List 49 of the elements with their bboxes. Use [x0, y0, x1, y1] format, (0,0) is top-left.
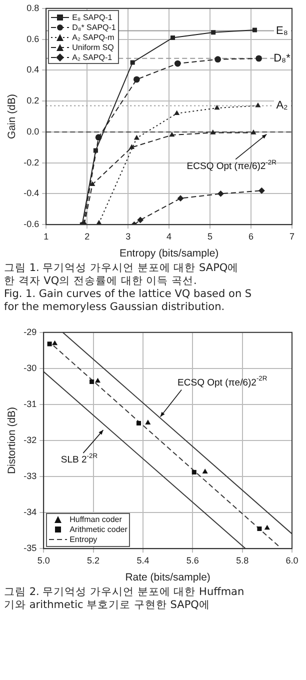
y-axis-title: Gain (dB): [6, 94, 18, 139]
y-axis-title: Distortion (dB): [6, 406, 18, 474]
caption: Fig. 1. Gain curves of the lattice VQ based on S: [3, 288, 253, 301]
y-tick-label: 0.8: [26, 2, 40, 13]
y-tick-label: -29: [24, 326, 37, 337]
legend-label: A₂ SAPQ-1: [72, 52, 112, 62]
y-tick-label: -0.4: [24, 188, 40, 198]
y-tick-label: 0.6: [26, 34, 40, 44]
caption: 그림 2. 무기억성 가우시언 분포에 대한 Huffman: [3, 586, 246, 599]
x-axis-title: Entropy (bits/sample): [119, 248, 219, 260]
legend-label: Uniform SQ: [72, 42, 114, 52]
y-tick-label: 0.2: [26, 96, 40, 106]
y-tick-label: 0.4: [26, 64, 40, 75]
x-axis-title: Rate (bits/sample): [125, 572, 210, 584]
y-tick-label: -31: [24, 398, 37, 409]
x-tick-label: 2: [84, 231, 90, 242]
x-tick-label: 5: [208, 231, 213, 242]
y-tick-label: -35: [24, 543, 37, 554]
x-tick-label: 6: [248, 231, 254, 242]
text: for the memoryless Gaussian distribution.: [3, 301, 226, 314]
x-tick-label: 7: [289, 231, 295, 242]
legend-label: Arithmetic coder: [70, 525, 128, 534]
text: 기와 arithmetic 부호기로 구현한 SAPQ에: [3, 599, 211, 612]
y-tick-label: 0.0: [26, 126, 40, 136]
y-tick-label: -33: [24, 471, 37, 482]
x-tick-label: 6.0: [286, 555, 298, 566]
y-tick-label: -0.6: [24, 219, 40, 230]
text: 한 격자 VQ의 전송률에 대한 이득 곡선.: [3, 275, 198, 288]
x-tick-label: 5.4: [136, 555, 150, 566]
caption: 그림 1. 무기억성 가우시언 분포에 대한 SAPQ에: [3, 262, 240, 275]
legend-label: Huffman coder: [70, 515, 122, 524]
x-tick-label: 5.0: [37, 555, 50, 566]
y-tick-label: -0.2: [24, 157, 40, 168]
ref-line-label: A₂: [276, 100, 288, 112]
ref-line-label: E₈: [276, 24, 288, 37]
x-tick-label: 5.2: [87, 555, 100, 566]
x-tick-label: 3: [126, 231, 131, 242]
ref-line-label: D₈*: [274, 52, 292, 64]
legend-label: E₈ SAPQ-1: [72, 12, 112, 22]
legend-label: Entropy: [70, 535, 98, 544]
x-tick-label: 5.6: [186, 555, 199, 566]
x-tick-label: 5.8: [236, 555, 249, 566]
y-tick-label: -32: [24, 434, 37, 445]
legend-label: A₂ SAPQ-m: [72, 32, 114, 42]
x-tick-label: 4: [166, 231, 172, 242]
y-tick-label: -30: [24, 362, 37, 373]
legend-label: D₈* SAPQ-1: [72, 22, 116, 32]
x-tick-label: 1: [44, 231, 49, 242]
y-tick-label: -34: [24, 507, 37, 518]
